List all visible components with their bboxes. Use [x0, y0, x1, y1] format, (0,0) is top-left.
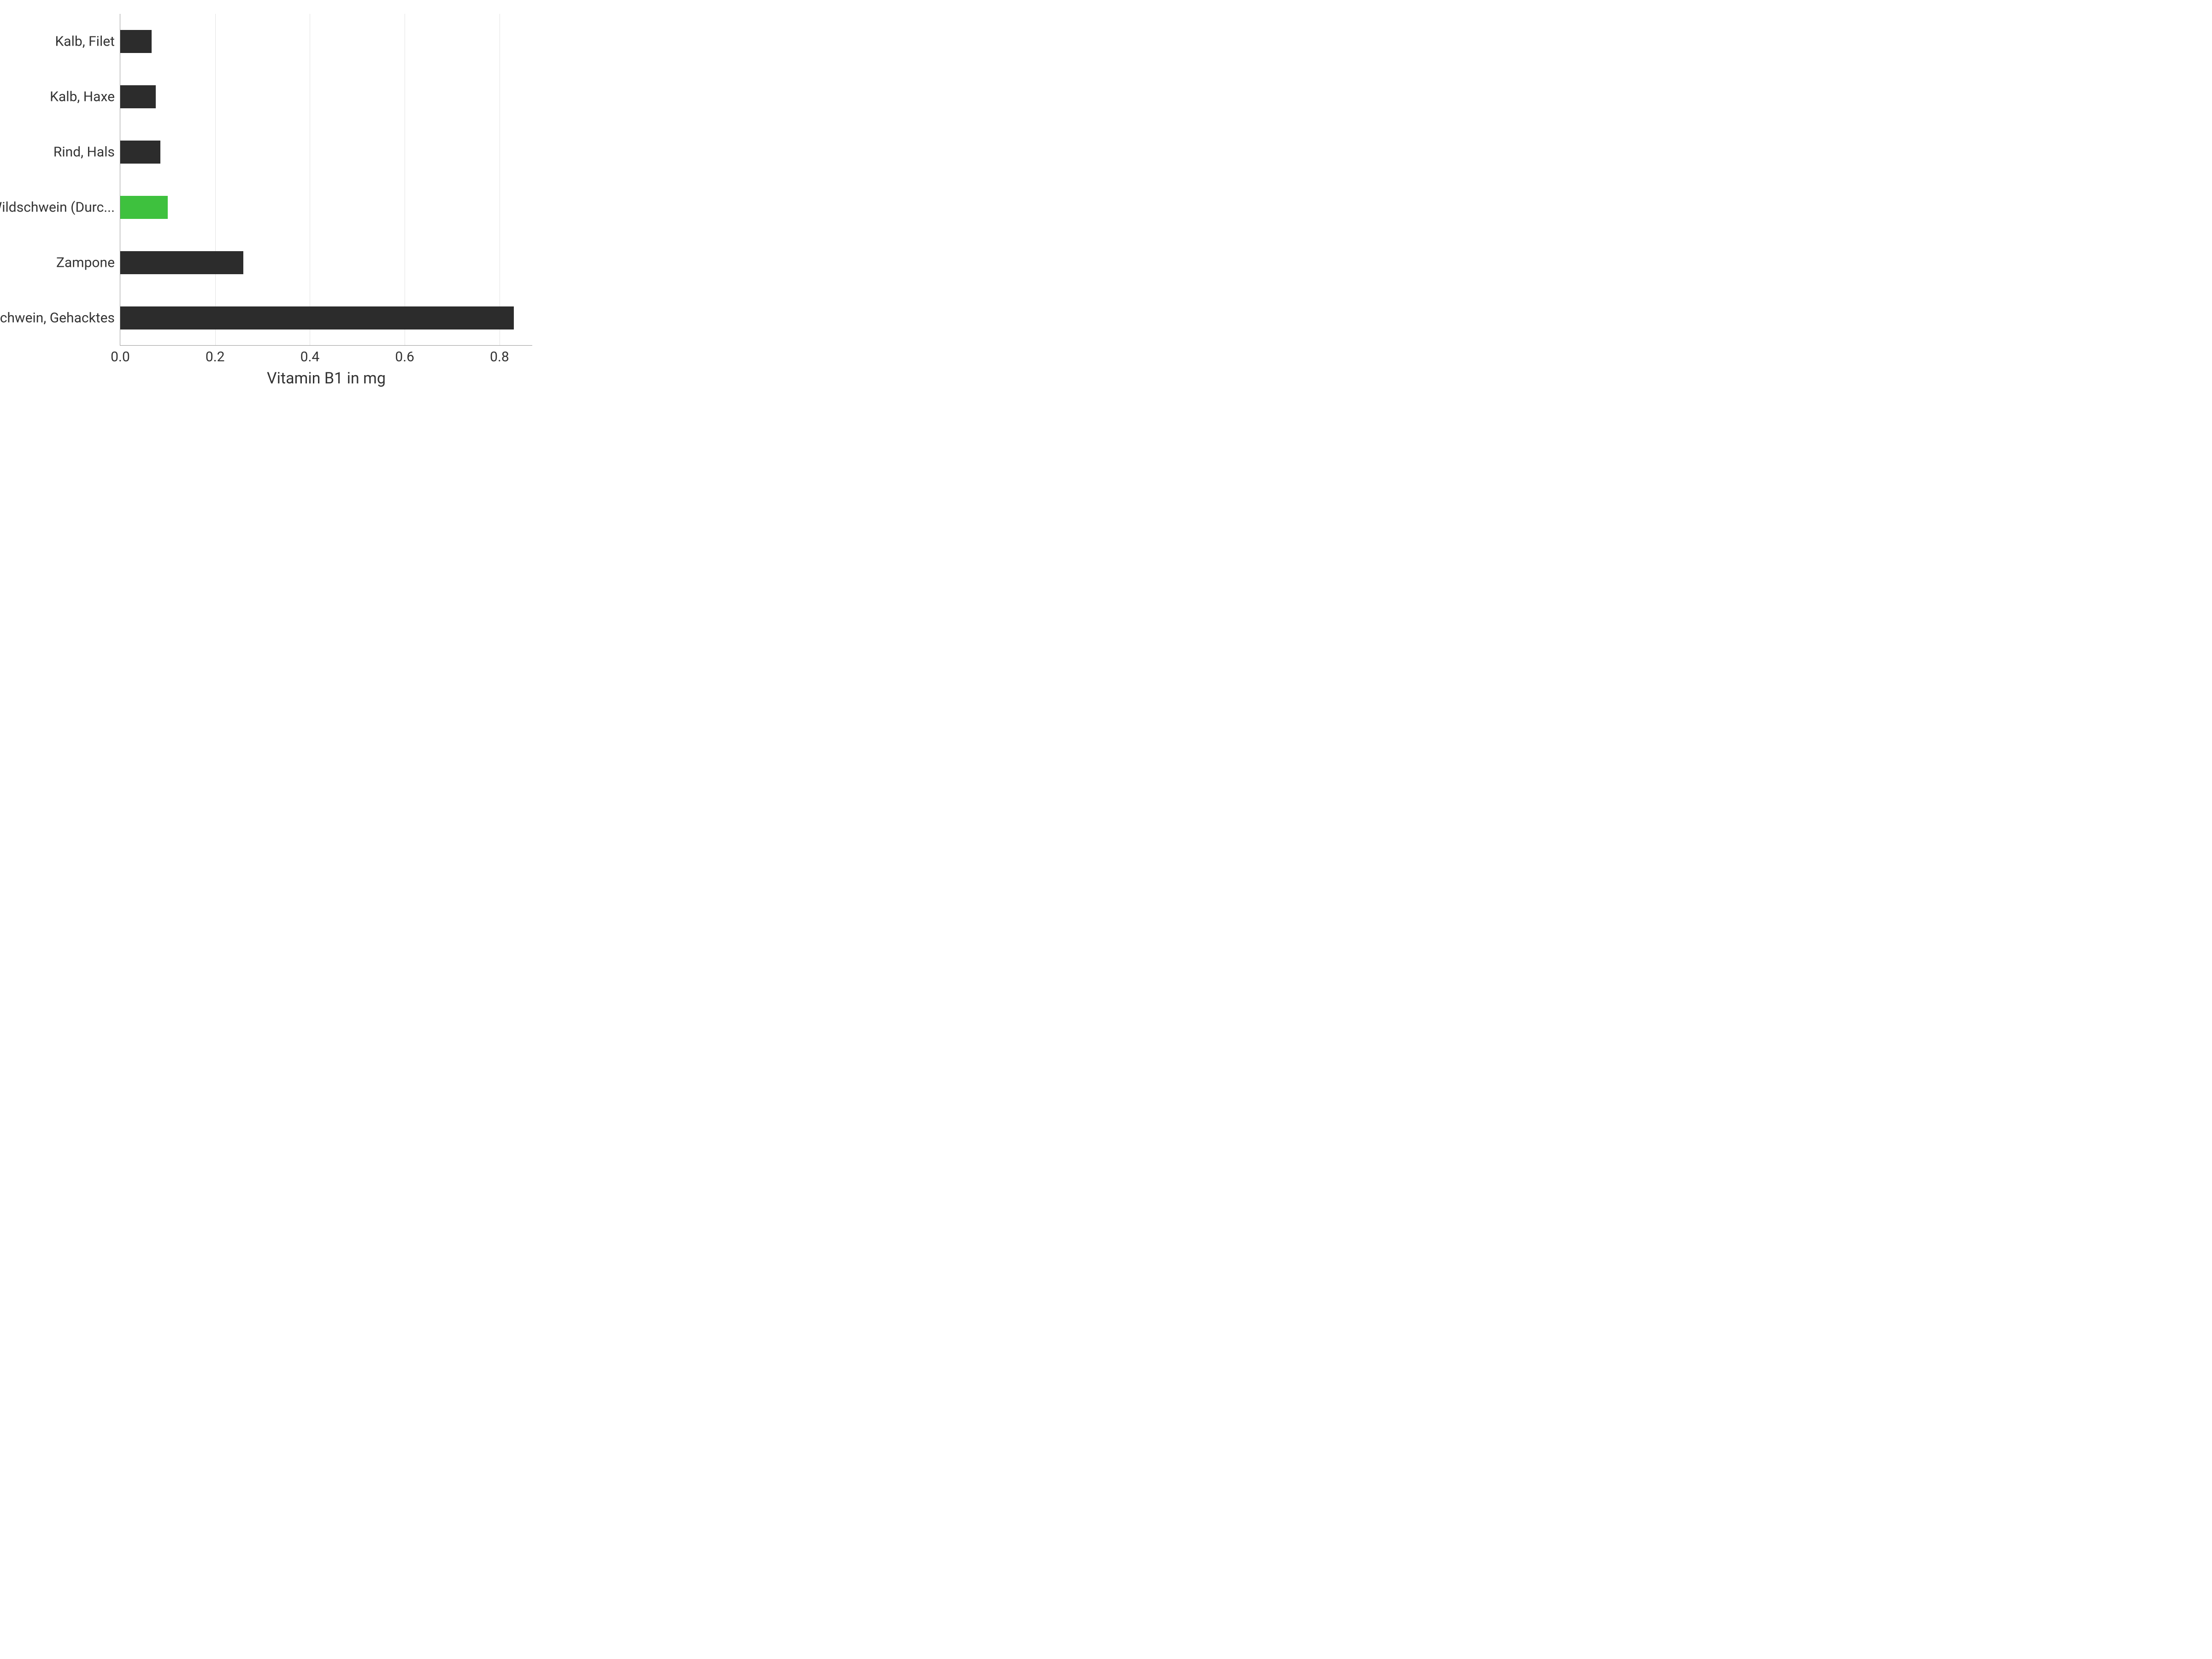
- bar: [120, 196, 168, 219]
- y-category-label: Schwein, Gehacktes: [0, 310, 120, 326]
- x-tick-label: 0.8: [490, 345, 509, 365]
- y-category-label: Kalb, Haxe: [50, 89, 120, 105]
- y-category-label: Zampone: [56, 255, 120, 271]
- plot-area: 0.00.20.40.60.8Kalb, FiletKalb, HaxeRind…: [120, 14, 532, 346]
- x-tick-label: 0.6: [395, 345, 414, 365]
- x-tick-label: 0.4: [300, 345, 320, 365]
- vitamin-b1-bar-chart: 0.0 0.2 0.4 0.6 0.8 Kalb, Filet Kalb, Haxe Rind…: [0, 0, 553, 415]
- y-category-label: Kalb, Filet: [55, 34, 120, 50]
- bar: [120, 30, 152, 53]
- gridline: [215, 14, 216, 345]
- x-axis-title: Vitamin B1 in mg: [267, 369, 386, 388]
- y-category-label: Rind, Hals: [53, 144, 120, 160]
- bar: [120, 306, 514, 329]
- y-category-label: Wildschwein (Durc...: [0, 200, 120, 216]
- bar: [120, 85, 156, 108]
- bar: [120, 251, 243, 274]
- bar: [120, 141, 160, 164]
- x-tick-label: 0.0: [111, 345, 130, 365]
- x-tick-label: 0.2: [206, 345, 225, 365]
